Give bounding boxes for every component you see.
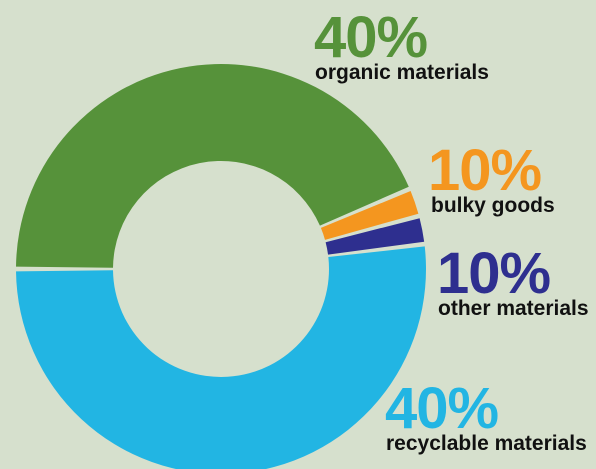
slice-3-percent: 40% — [385, 376, 499, 441]
slice-2-label: other materials — [438, 297, 589, 320]
slice-recyclable-materials — [16, 246, 426, 469]
slice-0-label: organic materials — [315, 61, 489, 84]
slice-3-label: recyclable materials — [386, 432, 587, 455]
slice-1-percent: 10% — [428, 138, 542, 203]
slice-0-percent: 40% — [314, 5, 428, 70]
slice-organic-materials — [16, 64, 409, 268]
slice-1-label: bulky goods — [431, 194, 555, 217]
slice-other-materials — [325, 218, 425, 255]
slice-bulky-goods — [320, 191, 419, 240]
slice-2-percent: 10% — [437, 241, 551, 306]
